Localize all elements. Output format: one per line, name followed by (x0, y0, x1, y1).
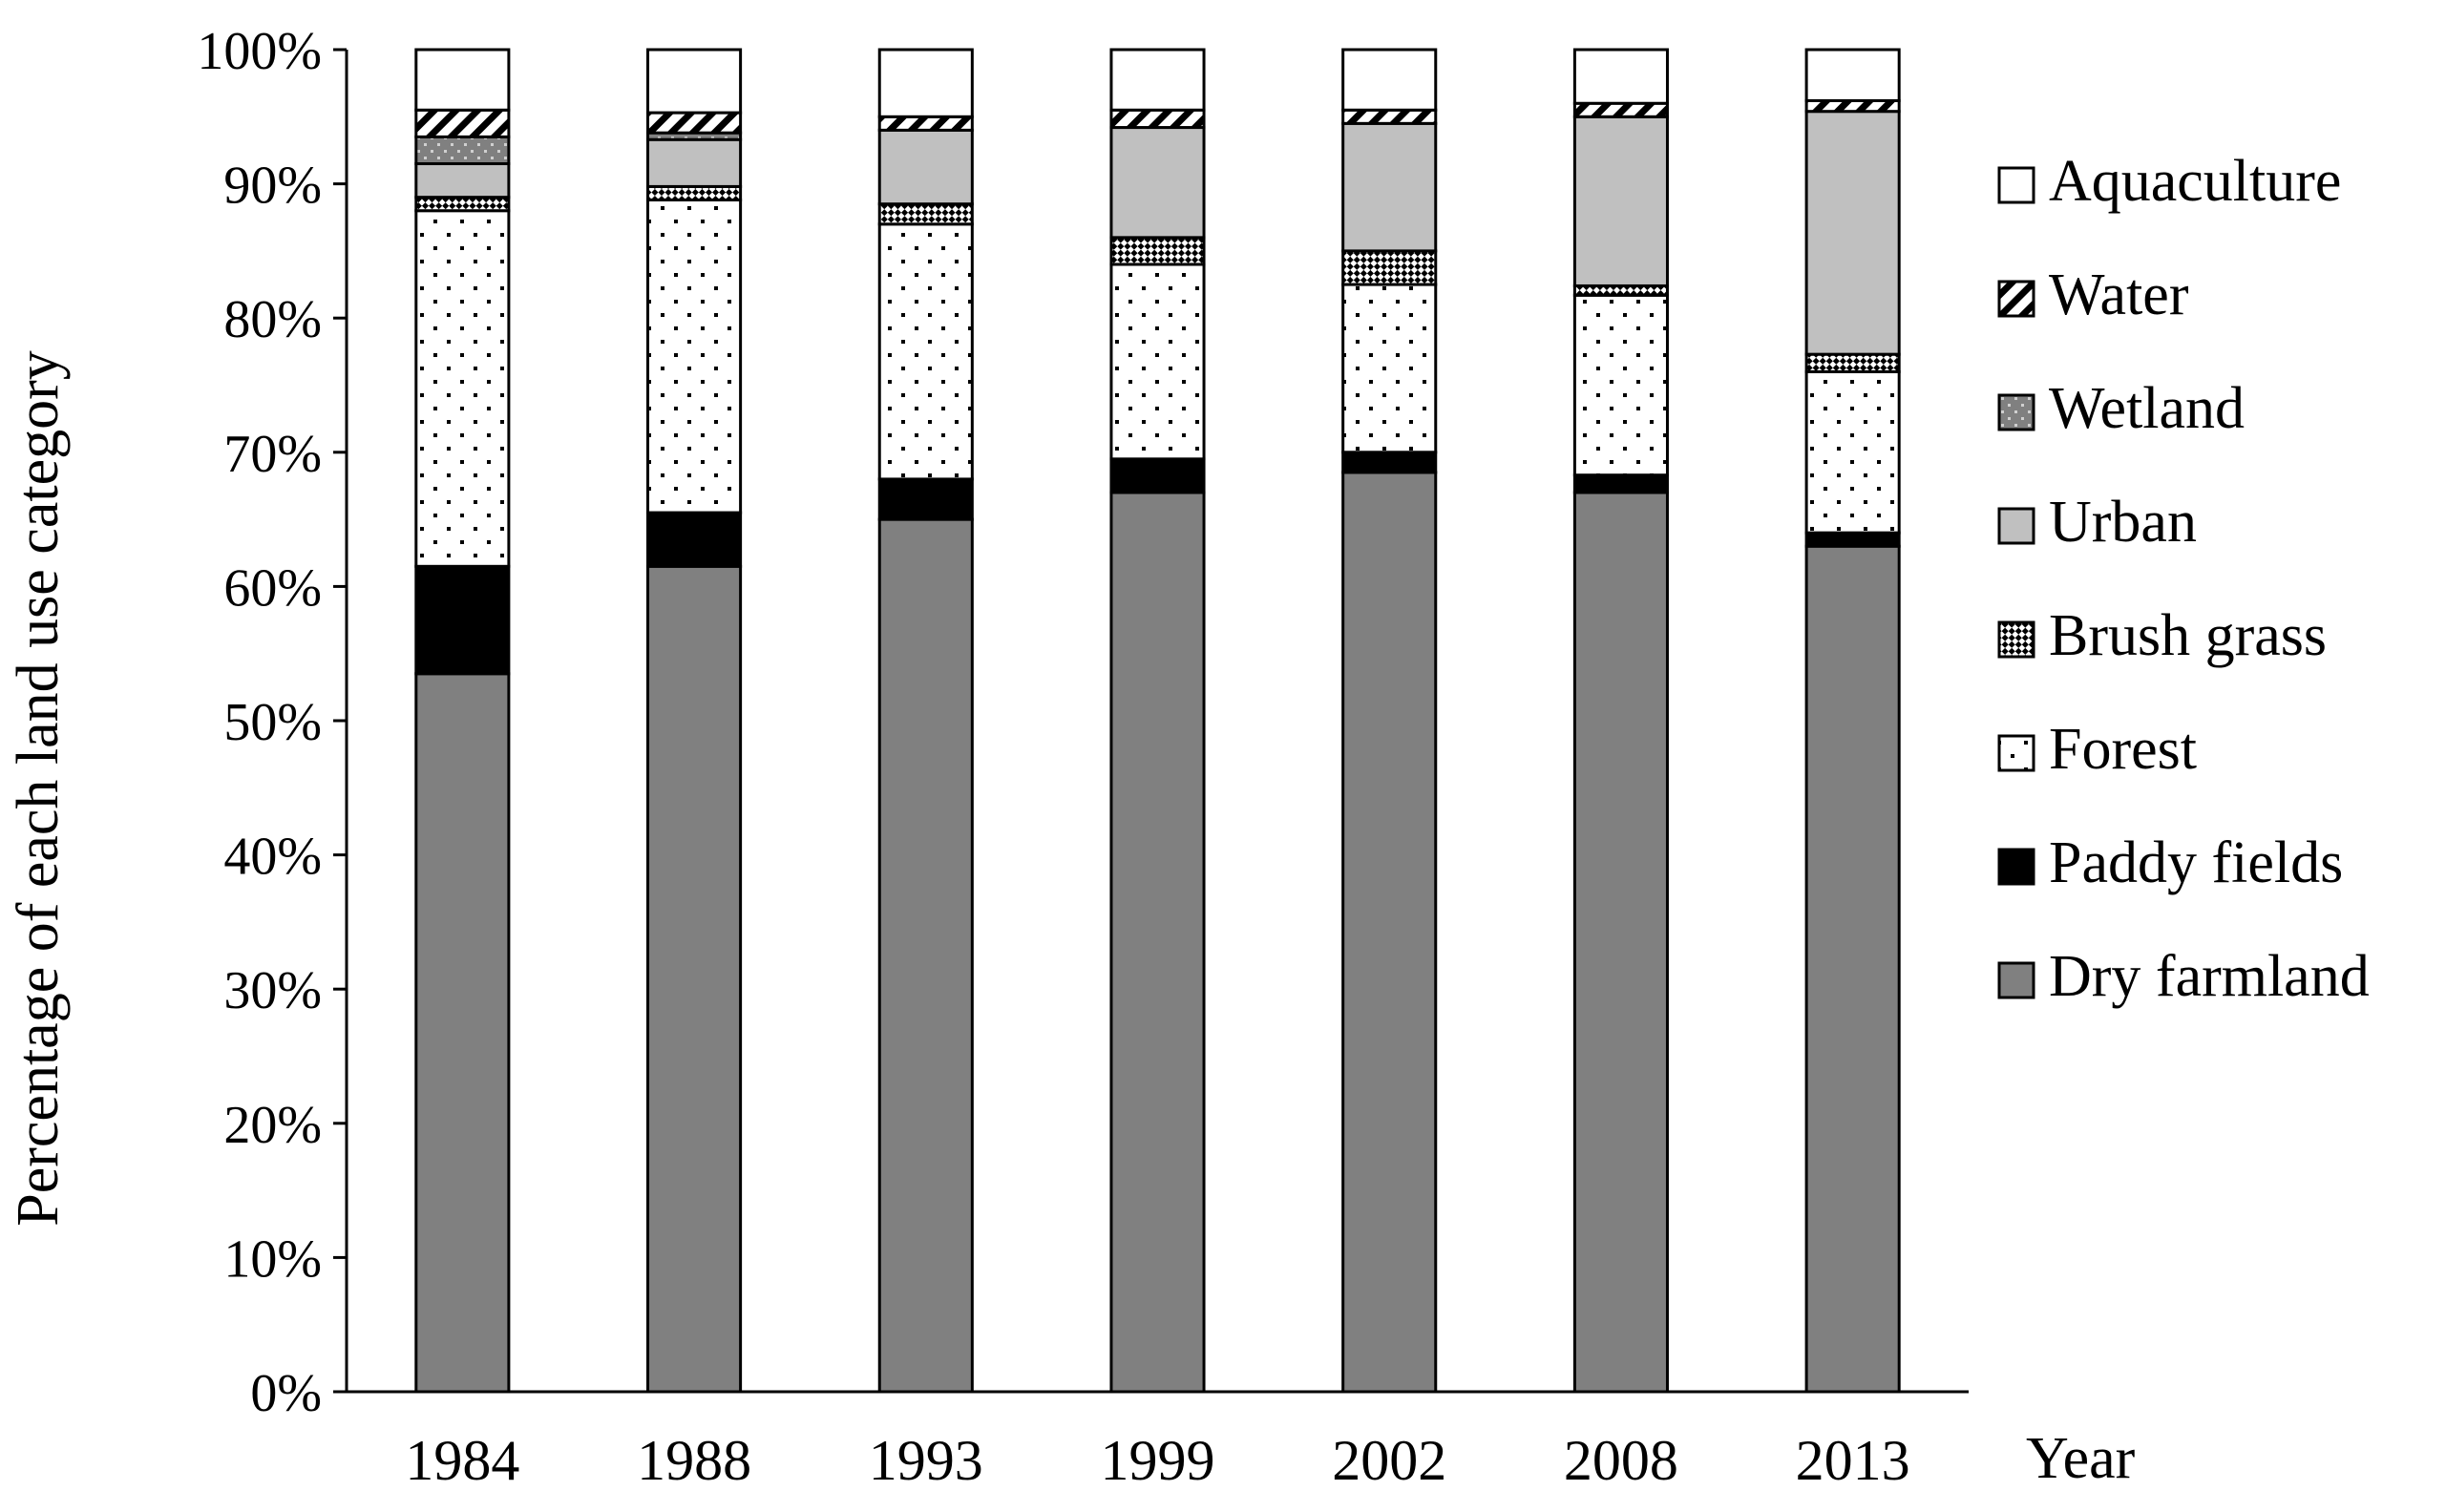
legend-label-paddy-fields: Paddy fields (2049, 830, 2343, 895)
bar-segment-brush-grass-2013 (1804, 352, 1901, 373)
bar-segment-forest-1984 (414, 209, 511, 568)
x-tick-label: 1988 (637, 1429, 751, 1492)
x-axis-labels: 1984 1988 1993 1999 2002 2008 2013 (405, 1429, 1909, 1492)
legend-label-forest: Forest (2049, 717, 2197, 782)
legend: Aquaculture Water Wetland Urban Brush grass F… (1997, 149, 2370, 1009)
legend-swatch-wetland (1997, 393, 2035, 431)
legend-label-water: Water (2049, 262, 2189, 327)
bar-segment-dry-farmland-1984 (414, 672, 511, 1394)
bar-segment-aquaculture-2002 (1341, 48, 1438, 112)
legend-swatch-brush-grass (1997, 620, 2035, 659)
bar-segment-urban-1988 (646, 137, 743, 188)
bar-segment-water-1984 (414, 108, 511, 138)
bar-segment-brush-grass-1999 (1109, 236, 1206, 266)
bar-segment-paddy-fields-1993 (877, 477, 974, 521)
bar-segment-urban-1993 (877, 128, 974, 206)
bar-segment-aquaculture-2008 (1572, 48, 1669, 105)
y-tick-label: 20% (223, 1096, 322, 1155)
bar-segment-forest-2013 (1804, 369, 1901, 535)
legend-label-dry-farmland: Dry farmland (2049, 944, 2370, 1009)
bar-segment-dry-farmland-2013 (1804, 544, 1901, 1394)
bar-segment-urban-2008 (1572, 115, 1669, 287)
x-tick-label: 2002 (1332, 1429, 1446, 1492)
x-tick-label: 2008 (1564, 1429, 1678, 1492)
x-tick-label: 2013 (1796, 1429, 1910, 1492)
bar-segment-dry-farmland-2002 (1341, 471, 1438, 1394)
legend-swatch-paddy-fields (1997, 848, 2035, 886)
legend-swatch-dry-farmland (1997, 961, 2035, 999)
bar-segment-dry-farmland-2008 (1572, 491, 1669, 1394)
bar-segment-urban-1984 (414, 162, 511, 200)
y-tick-label: 70% (223, 425, 322, 484)
legend-label-wetland: Wetland (2049, 376, 2245, 441)
legend-swatch-water (1997, 280, 2035, 318)
y-tick-label: 80% (223, 290, 322, 349)
bar-segment-forest-2008 (1572, 293, 1669, 477)
bar-segment-aquaculture-1999 (1109, 48, 1206, 112)
y-tick-label: 100% (197, 22, 322, 81)
legend-swatch-aquaculture (1997, 166, 2035, 204)
axes (345, 50, 1969, 1394)
bar-segment-aquaculture-1988 (646, 48, 743, 115)
y-tick-label: 90% (223, 157, 322, 216)
bar-segment-brush-grass-2002 (1341, 249, 1438, 286)
legend-swatch-urban (1997, 507, 2035, 545)
bar-segment-water-1993 (877, 115, 974, 132)
bar-segment-brush-grass-1993 (877, 202, 974, 226)
legend-label-brush-grass: Brush grass (2049, 603, 2327, 668)
bar-segment-urban-2002 (1341, 121, 1438, 253)
bar-segment-paddy-fields-1999 (1109, 457, 1206, 494)
bar-segment-water-1988 (646, 111, 743, 135)
bar-segment-water-2008 (1572, 101, 1669, 118)
x-axis-title: Year (2026, 1426, 2136, 1491)
bar-segment-aquaculture-1984 (414, 48, 511, 112)
bar-segment-paddy-fields-1984 (414, 564, 511, 676)
y-tick-label: 10% (223, 1229, 322, 1289)
bar-segment-forest-2002 (1341, 283, 1438, 454)
bar-segment-dry-farmland-1999 (1109, 491, 1206, 1394)
bar-segment-urban-2013 (1804, 110, 1901, 356)
y-tick-label: 0% (250, 1364, 322, 1423)
bar-segment-wetland-1984 (414, 135, 511, 166)
y-axis-ticks: 0% 10% 20% 30% 40% 50% 60% 70% 80% 90% 100% (197, 22, 347, 1423)
x-tick-label: 1993 (869, 1429, 983, 1492)
bar-segment-water-1999 (1109, 108, 1206, 130)
bars (414, 48, 1901, 1394)
bar-segment-dry-farmland-1988 (646, 564, 743, 1394)
bar-segment-aquaculture-2013 (1804, 48, 1901, 102)
bar-segment-forest-1988 (646, 198, 743, 514)
x-tick-label: 1999 (1101, 1429, 1215, 1492)
y-tick-label: 60% (223, 558, 322, 618)
legend-label-aquaculture: Aquaculture (2049, 149, 2341, 214)
bar-segment-paddy-fields-2002 (1341, 451, 1438, 474)
legend-label-urban: Urban (2049, 490, 2197, 555)
bar-segment-paddy-fields-1988 (646, 511, 743, 568)
bar-segment-water-2002 (1341, 108, 1438, 125)
bar-segment-forest-1993 (877, 222, 974, 481)
bar-segment-aquaculture-1993 (877, 48, 974, 118)
legend-swatch-forest (1997, 734, 2035, 772)
bar-segment-forest-1999 (1109, 262, 1206, 461)
bar-segment-urban-1999 (1109, 126, 1206, 240)
bar-segment-dry-farmland-1993 (877, 517, 974, 1394)
bar-segment-brush-grass-1988 (646, 184, 743, 201)
bar-segment-paddy-fields-2008 (1572, 473, 1669, 494)
y-tick-label: 50% (223, 693, 322, 752)
y-tick-label: 30% (223, 961, 322, 1020)
y-axis-title: Percentage of each land use category (6, 350, 71, 1226)
y-tick-label: 40% (223, 828, 322, 887)
x-tick-label: 1984 (405, 1429, 519, 1492)
bar-segment-brush-grass-1984 (414, 196, 511, 213)
bar-segment-water-2013 (1804, 98, 1901, 114)
bar-segment-paddy-fields-2013 (1804, 531, 1901, 548)
